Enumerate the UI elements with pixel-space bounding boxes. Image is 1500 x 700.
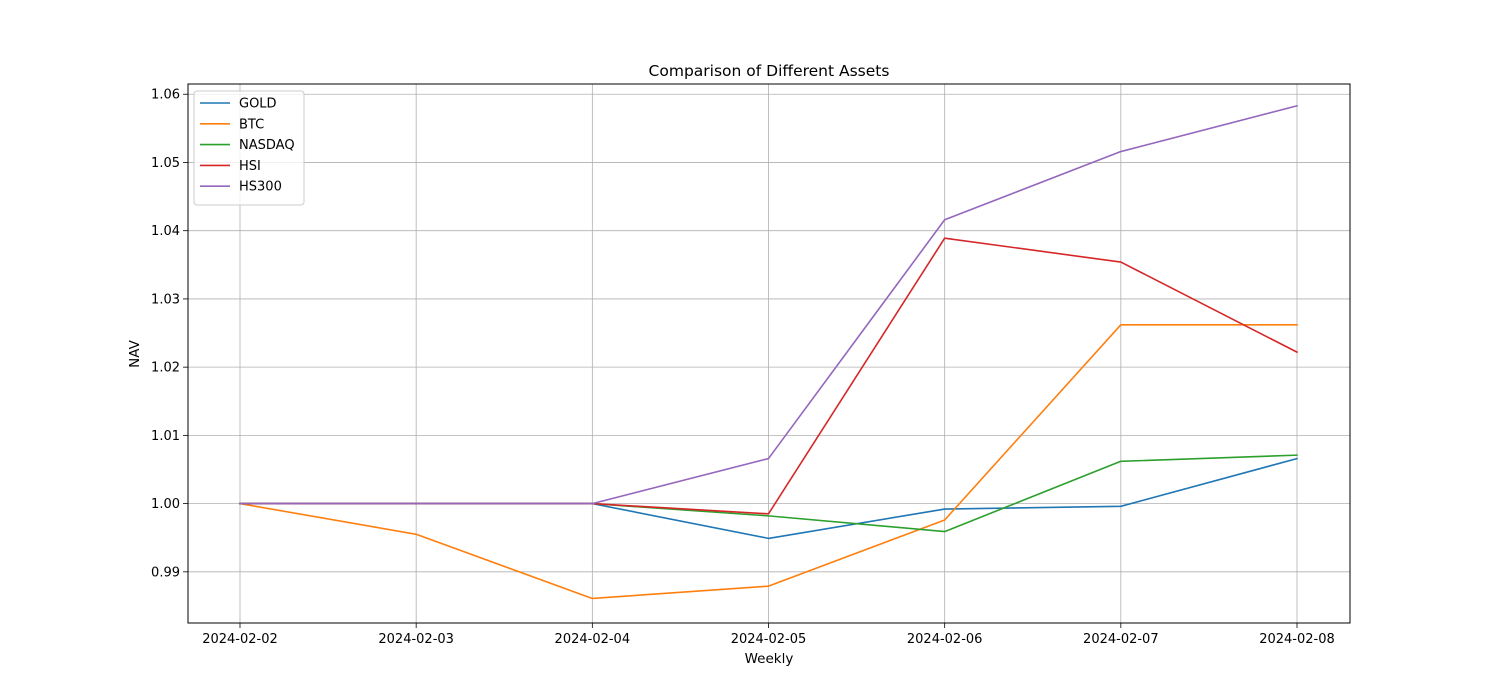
y-tick-label: 1.00 [151, 497, 180, 512]
y-tick-label: 1.02 [151, 361, 180, 376]
y-tick-label: 1.01 [151, 429, 180, 444]
x-tick-label: 2024-02-03 [378, 632, 454, 647]
plot-frame [187, 83, 1351, 624]
y-tick-label: 0.99 [151, 565, 180, 580]
x-axis-label: Weekly [745, 651, 794, 667]
legend-label-btc: BTC [239, 117, 264, 132]
y-axis-label: NAV [127, 339, 143, 367]
series-line-btc [239, 324, 1298, 600]
series-layer [239, 104, 1299, 600]
x-tick-label: 2024-02-04 [555, 632, 631, 647]
x-tick-label: 2024-02-06 [907, 632, 983, 647]
legend-label-nasdaq: NASDAQ [239, 138, 295, 153]
y-tick-label: 1.05 [151, 156, 180, 171]
x-tick-label: 2024-02-05 [731, 632, 807, 647]
legend-box [193, 90, 305, 206]
y-tick-label: 1.06 [151, 88, 180, 103]
legend-label-gold: GOLD [239, 97, 277, 112]
x-tick-label: 2024-02-08 [1259, 632, 1335, 647]
ticks-layer: 2024-02-02 2024-02-03 2024-02-04 2024-02-05… [151, 88, 1335, 647]
series-line-hs300 [239, 104, 1298, 505]
y-tick-label: 1.03 [151, 292, 180, 307]
legend-label-hs300: HS300 [239, 180, 282, 195]
x-tick-label: 2024-02-07 [1083, 632, 1159, 647]
grid-layer [188, 84, 1350, 623]
legend-label-hsi: HSI [239, 159, 261, 174]
y-tick-label: 1.04 [151, 224, 180, 239]
chart-title: Comparison of Different Assets [649, 62, 890, 80]
legend: GOLD BTC NASDAQ HSI HS300 [193, 90, 305, 206]
x-tick-label: 2024-02-02 [202, 632, 278, 647]
